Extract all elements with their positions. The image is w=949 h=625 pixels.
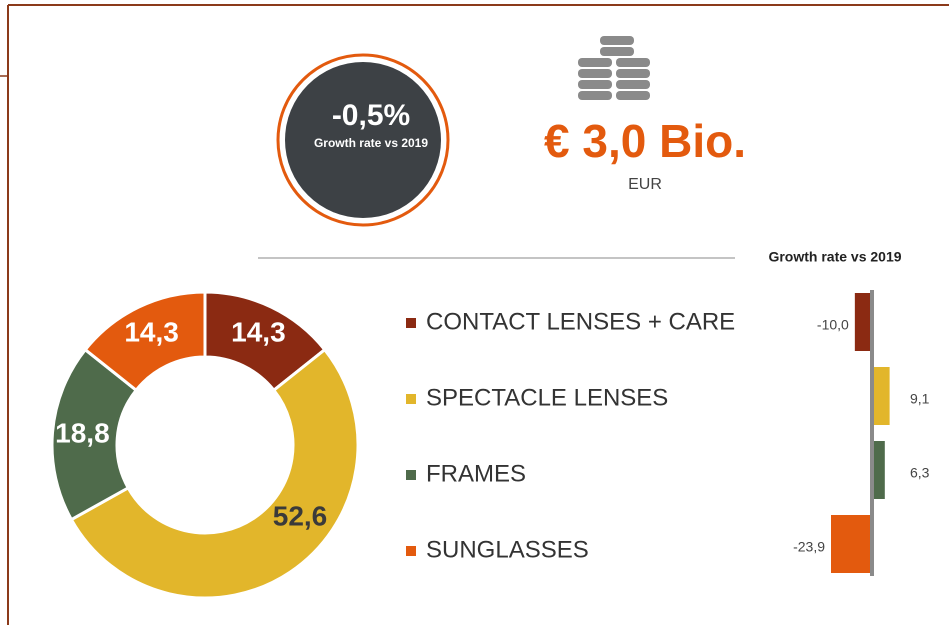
coins-icon	[578, 36, 650, 100]
legend-swatch	[406, 318, 416, 328]
donut-label: 52,6	[273, 500, 328, 531]
legend-swatch	[406, 546, 416, 556]
legend-label: FRAMES	[426, 460, 526, 487]
bar	[831, 515, 872, 573]
donut-segment	[69, 347, 360, 600]
legend-label: SPECTACLE LENSES	[426, 384, 668, 411]
legend-swatch	[406, 470, 416, 480]
kpi-value: € 3,0 Bio.	[544, 115, 746, 167]
kpi-caption: Growth rate vs 2019	[314, 136, 428, 150]
donut-label: 14,3	[124, 317, 179, 348]
donut-label: 18,8	[55, 417, 110, 448]
bar	[854, 293, 872, 351]
legend-swatch	[406, 394, 416, 404]
donut-label: 14,3	[231, 317, 286, 348]
kpi-currency: EUR	[628, 176, 662, 193]
bar	[874, 441, 885, 499]
kpi-circle	[285, 62, 441, 218]
kpi-growth: -0,5%	[332, 99, 410, 132]
bar-title: Growth rate vs 2019	[768, 249, 901, 265]
bar-label: 9,1	[910, 391, 930, 407]
donut-segment	[83, 290, 207, 393]
bar	[874, 367, 890, 425]
bar-label: -10,0	[817, 317, 849, 333]
bar-label: 6,3	[910, 465, 930, 481]
legend-label: CONTACT LENSES + CARE	[426, 308, 735, 335]
legend-label: SUNGLASSES	[426, 536, 589, 563]
bar-label: -23,9	[793, 539, 825, 555]
